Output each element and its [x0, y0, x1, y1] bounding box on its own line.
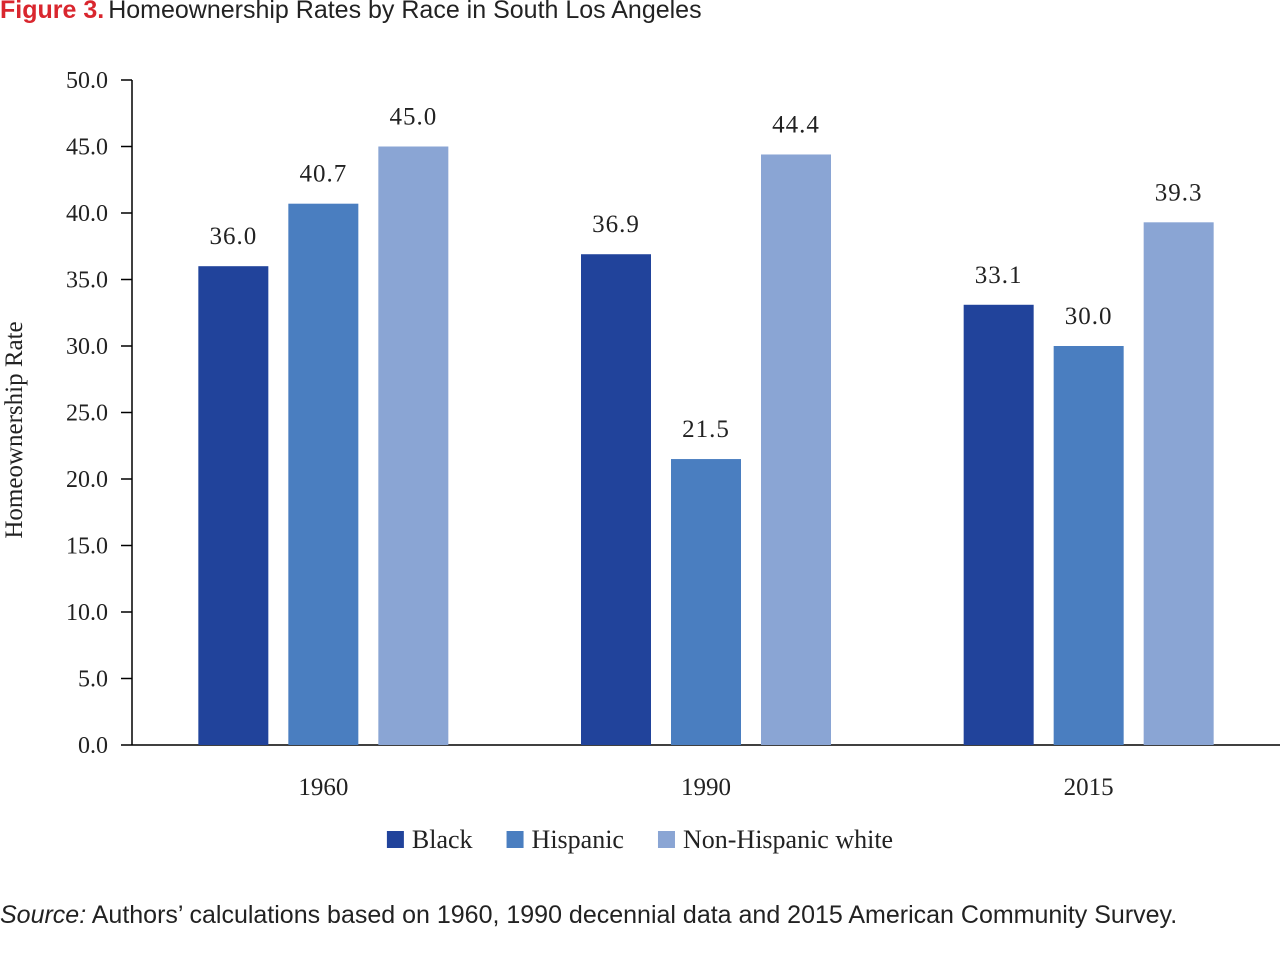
y-axis-title: Homeownership Rate [1, 321, 28, 538]
bar [671, 459, 741, 745]
figure-label: Figure 3. [0, 0, 105, 24]
bar-data-label: 33.1 [975, 262, 1023, 289]
bar [963, 304, 1034, 745]
bar-data-label: 45.0 [389, 104, 437, 131]
bar [288, 203, 359, 745]
figure-title-text: Homeownership Rates by Race in South Los… [108, 0, 702, 24]
bar-data-label: 44.4 [772, 111, 820, 138]
bar-data-label: 36.9 [592, 211, 640, 238]
bar-data-label: 21.5 [682, 416, 730, 443]
y-tick-label: 25.0 [66, 401, 108, 427]
y-tick-label: 30.0 [66, 334, 108, 360]
y-tick-label: 35.0 [66, 268, 108, 294]
source-label: Source: [0, 901, 87, 929]
source-note: Source: Authors’ calculations based on 1… [0, 896, 1275, 934]
bar-data-label: 36.0 [209, 223, 257, 250]
legend-label: Non-Hispanic white [683, 825, 893, 854]
y-tick-label: 50.0 [66, 68, 108, 94]
y-tick-label: 45.0 [66, 135, 108, 161]
y-tick-label: 15.0 [66, 534, 108, 560]
source-text: Authors’ calculations based on 1960, 199… [91, 901, 1178, 929]
bar [198, 266, 269, 745]
figure-title: Figure 3. Homeownership Rates by Race in … [0, 0, 702, 25]
legend-swatch [386, 831, 404, 848]
legend-item: Non-Hispanic white [657, 825, 893, 854]
y-tick-label: 0.0 [78, 733, 108, 759]
legend-swatch [657, 831, 675, 848]
y-tick-label: 5.0 [78, 667, 108, 693]
bar [378, 146, 449, 745]
bar-data-label: 40.7 [299, 161, 347, 188]
bar-chart: 0.0 5.0 10.0 15.0 20.0 25.0 30.0 35.0 40.0 45.0 50… [1, 68, 1280, 854]
y-tick-label: 20.0 [66, 467, 108, 493]
legend-item: Black [386, 825, 473, 854]
legend-label: Hispanic [532, 825, 624, 854]
bars: 36.0 40.7 45.0 36.9 21.5 44.4 33.1 30.0 39.3 [198, 104, 1214, 746]
bar-data-label: 30.0 [1065, 303, 1113, 330]
y-tick-label: 40.0 [66, 201, 108, 227]
bar [1143, 222, 1214, 745]
x-tick-label: 1960 [298, 774, 348, 801]
legend-item: Hispanic [506, 825, 624, 854]
bar [761, 154, 831, 746]
legend-swatch [506, 831, 524, 848]
bar [1053, 346, 1124, 745]
bar-data-label: 39.3 [1155, 179, 1203, 206]
legend: Black Hispanic Non-Hispanic white [386, 825, 893, 854]
x-axis: 1960 1990 2015 [132, 744, 1280, 801]
y-axis: 0.0 5.0 10.0 15.0 20.0 25.0 30.0 35.0 40.0 45.0 50… [1, 68, 133, 759]
legend-label: Black [412, 825, 473, 854]
bar [581, 254, 651, 746]
x-tick-label: 1990 [681, 774, 731, 801]
x-tick-label: 2015 [1064, 774, 1114, 801]
y-tick-label: 10.0 [66, 600, 108, 626]
